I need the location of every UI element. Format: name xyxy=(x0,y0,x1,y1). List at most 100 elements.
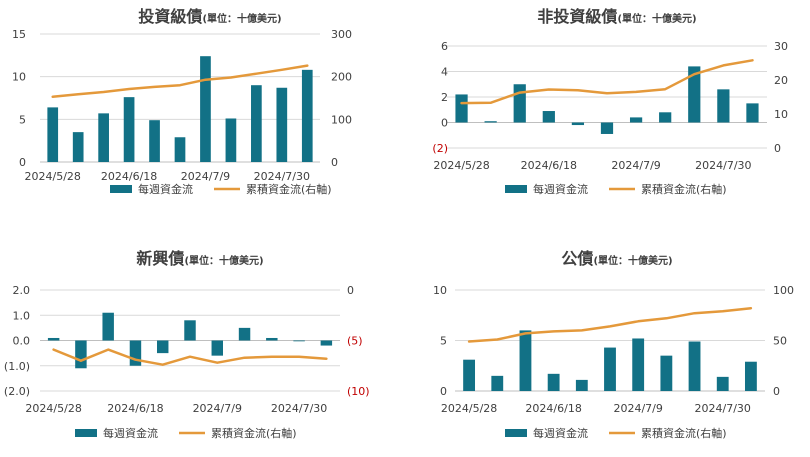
x-tick-label: 2024/7/30 xyxy=(695,159,751,172)
bar xyxy=(659,112,672,123)
bar xyxy=(225,118,237,162)
legend-swatch-bar xyxy=(505,185,527,193)
x-tick-label: 2024/7/30 xyxy=(695,402,751,415)
left-tick-label: 10 xyxy=(12,71,26,84)
x-tick-label: 2024/6/18 xyxy=(107,402,163,415)
right-tick-label: 20 xyxy=(774,74,788,87)
x-tick-label: 2024/6/18 xyxy=(525,402,581,415)
left-tick-label: (2.0) xyxy=(4,385,30,398)
legend-swatch-bar xyxy=(505,429,527,437)
bar xyxy=(716,376,729,391)
x-tick-label: 2024/7/9 xyxy=(193,402,242,415)
bar xyxy=(600,122,614,134)
bar xyxy=(604,347,616,391)
bar xyxy=(266,337,278,341)
x-tick-label: 2024/7/30 xyxy=(271,402,327,415)
bar xyxy=(149,120,160,162)
chart-title-main: 投資級債 xyxy=(138,7,202,26)
left-tick-label: 2.0 xyxy=(13,284,31,297)
legend-swatch-bar xyxy=(110,185,132,193)
bar xyxy=(47,107,59,162)
bar xyxy=(123,97,135,162)
chart-title-unit: (單位：十億美元) xyxy=(202,12,281,25)
bar xyxy=(746,103,759,123)
bar xyxy=(174,137,186,162)
x-tick-label: 2024/7/9 xyxy=(181,170,230,183)
bar xyxy=(251,85,262,162)
chart-title: 非投資級債(單位：十億美元) xyxy=(537,7,696,26)
bar xyxy=(744,361,757,391)
left-tick-label: 0.0 xyxy=(13,335,31,348)
bar xyxy=(75,340,87,369)
x-tick-label: 2024/5/28 xyxy=(441,402,497,415)
x-tick-label: 2024/5/28 xyxy=(25,402,81,415)
left-tick-label: 0 xyxy=(19,156,26,169)
right-tick-label: 300 xyxy=(331,28,352,41)
x-tick-label: 2024/5/28 xyxy=(25,170,81,183)
bar xyxy=(717,89,730,123)
bar xyxy=(301,69,313,162)
bar xyxy=(575,379,588,391)
bar xyxy=(157,340,169,354)
chart-title: 公債(單位：十億美元) xyxy=(561,249,672,268)
chart-title-unit: (單位：十億美元) xyxy=(593,254,672,267)
bar xyxy=(200,56,211,162)
bar xyxy=(660,355,673,391)
right-tick-label: 0 xyxy=(774,142,781,155)
bar xyxy=(547,373,560,391)
legend-label-line: 累積資金流(右軸) xyxy=(641,426,727,440)
bar xyxy=(629,117,643,123)
bar xyxy=(484,121,497,123)
x-tick-label: 2024/7/9 xyxy=(613,402,662,415)
left-tick-label: 10 xyxy=(433,284,447,297)
chart-title: 新興債(單位：十億美元) xyxy=(136,249,263,268)
chart-1: 投資級債(單位：十億美元) 0 5 10 15 0 100 200 300 2024/5/28 20… xyxy=(12,7,352,196)
right-tick-label: 100 xyxy=(773,284,794,297)
right-tick-label: 200 xyxy=(331,71,352,84)
right-tick-label: 30 xyxy=(774,40,788,53)
legend-label-bar: 每週資金流 xyxy=(533,426,588,440)
bar xyxy=(129,340,142,366)
left-tick-label: 5 xyxy=(440,335,447,348)
bar xyxy=(238,327,251,341)
left-tick-label: 5 xyxy=(19,113,26,126)
left-tick-label: 0 xyxy=(441,117,448,130)
bar xyxy=(98,113,109,162)
x-tick-label: 2024/6/18 xyxy=(521,159,577,172)
bar xyxy=(542,111,555,123)
left-tick-label: (1.0) xyxy=(4,360,30,373)
left-tick-label: 0 xyxy=(440,385,447,398)
right-tick-label: 50 xyxy=(773,335,787,348)
x-tick-label: 2024/7/30 xyxy=(254,170,310,183)
bar xyxy=(463,359,476,391)
chart-3: 新興債(單位：十億美元) (2.0) (1.0) 0.0 1.0 2.0 (10) (5) 0 2… xyxy=(4,249,370,440)
bar xyxy=(276,87,288,162)
bar xyxy=(102,312,114,341)
left-tick-label: 6 xyxy=(441,40,448,53)
chart-2: 非投資級債(單位：十億美元) (2) 0 2 4 6 0 10 20 30 2024/5/28 202… xyxy=(432,7,788,196)
legend-label-bar: 每週資金流 xyxy=(103,426,158,440)
bar xyxy=(571,122,585,126)
series-line-cumulative xyxy=(52,348,328,366)
legend-label-line: 累積資金流(右軸) xyxy=(641,182,727,196)
bar xyxy=(293,340,305,342)
right-tick-label: 0 xyxy=(331,156,338,169)
left-tick-label: 4 xyxy=(441,66,448,79)
right-tick-label: 100 xyxy=(331,113,352,126)
bar xyxy=(211,340,223,356)
right-tick-label: (5) xyxy=(347,335,363,348)
chart-title-main: 非投資級債 xyxy=(537,7,617,26)
bar xyxy=(513,84,526,123)
left-tick-label: 2 xyxy=(441,91,448,104)
right-tick-label: (10) xyxy=(347,385,370,398)
legend-label-bar: 每週資金流 xyxy=(533,182,588,196)
left-tick-label: (2) xyxy=(432,142,448,155)
bar xyxy=(688,341,701,391)
bar xyxy=(519,330,532,391)
left-tick-label: 15 xyxy=(12,28,26,41)
right-tick-label: 0 xyxy=(773,385,780,398)
chart-title: 投資級債(單位：十億美元) xyxy=(138,7,281,26)
legend-swatch-bar xyxy=(75,429,97,437)
